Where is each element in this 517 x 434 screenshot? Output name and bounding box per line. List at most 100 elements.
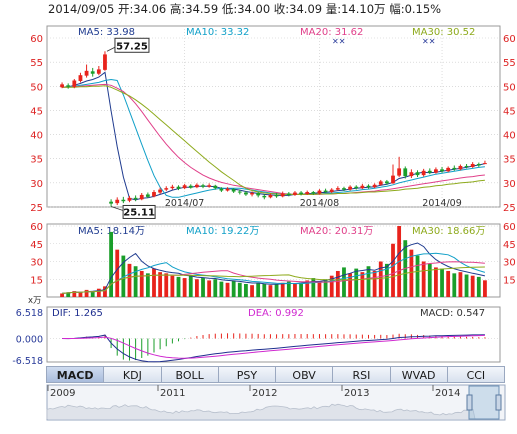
candle-body	[170, 186, 175, 189]
volume-bar	[164, 273, 169, 297]
timeline-year-label: 2011	[160, 388, 185, 399]
volume-bar	[274, 283, 279, 297]
tab-wvad[interactable]: WVAD	[389, 366, 448, 383]
volume-bar	[317, 281, 322, 297]
ma30-marker-icon: ✕✕	[422, 37, 435, 46]
timeline-selection-window[interactable]	[468, 385, 500, 420]
candle-body	[152, 192, 156, 197]
price-ma-legend-0: MA5: 33.98	[78, 27, 135, 38]
tab-macd[interactable]: MACD	[46, 366, 105, 383]
high-marker-box	[114, 37, 150, 53]
candle-body	[127, 197, 132, 201]
price-y-tick-right: 25	[503, 203, 516, 214]
tab-kdj[interactable]: KDJ	[103, 366, 162, 383]
candle-body	[201, 185, 205, 187]
volume-bar	[427, 263, 432, 297]
price-ma-legend-2: MA20: 31.62	[300, 27, 363, 38]
candle-body	[78, 75, 83, 81]
volume-bar	[225, 282, 230, 297]
price-ma-legend-3: MA30: 30.52	[412, 27, 475, 38]
candle-body	[90, 71, 95, 74]
volume-bar	[152, 268, 156, 297]
candle-body	[280, 193, 285, 197]
price-y-tick-right: 35	[503, 155, 516, 166]
candle-body	[103, 54, 107, 70]
macd-dif-label: DIF: 1.265	[52, 308, 103, 319]
candle-body	[176, 186, 181, 189]
high-marker-pointer	[106, 46, 116, 52]
volume-bar	[109, 231, 113, 297]
volume-bar	[470, 275, 475, 297]
volume-bar	[391, 243, 395, 297]
tab-boll[interactable]: BOLL	[160, 366, 219, 383]
volume-bar	[96, 288, 101, 297]
price-panel-frame	[46, 25, 501, 208]
candle-body	[237, 191, 242, 193]
candle-body	[458, 165, 463, 170]
price-x-tick: 2014/08	[300, 198, 339, 209]
macd-dea-label: DEA: 0.992	[248, 308, 304, 319]
volume-ma-legend-3: MA30: 18.66万	[412, 226, 485, 237]
price-x-tick: 2014/09	[422, 198, 461, 209]
tab-obv[interactable]: OBV	[275, 366, 334, 383]
candle-body	[311, 192, 316, 194]
price-y-tick-right: 50	[503, 82, 516, 93]
candle-body	[299, 192, 303, 194]
candle-body	[145, 194, 150, 197]
indicator-tabs: MACD KDJ BOLL PSY OBV RSI WVAD CCI	[46, 366, 505, 383]
volume-bar	[244, 283, 248, 297]
timeline-handle-right[interactable]	[495, 394, 502, 411]
volume-bar	[176, 276, 181, 297]
price-ma30-line	[62, 85, 485, 195]
volume-bar	[293, 283, 297, 297]
candle-body	[409, 172, 414, 177]
volume-y-tick-left: 60	[30, 222, 43, 233]
volume-bar	[182, 278, 187, 297]
volume-bar	[311, 278, 316, 297]
volume-bar	[133, 266, 138, 297]
candle-body	[158, 189, 163, 193]
candle-body	[470, 164, 475, 167]
tab-cci[interactable]: CCI	[446, 366, 505, 383]
volume-bar	[384, 263, 389, 297]
candle-body	[262, 195, 267, 198]
volume-bar	[378, 261, 383, 297]
volume-ma-legend-0: MA5: 18.14万	[78, 226, 145, 237]
macd-dif-line	[62, 334, 485, 363]
timeline-silhouette	[46, 403, 476, 420]
volume-ma-legend-1: MA10: 19.22万	[186, 226, 259, 237]
volume-bar	[452, 273, 457, 297]
high-marker-label: 57.25	[116, 41, 148, 52]
macd-y-tick: -6.518	[12, 356, 43, 367]
candle-body	[66, 85, 71, 87]
volume-bar	[415, 255, 420, 297]
volume-bar	[213, 279, 218, 297]
tab-psy[interactable]: PSY	[217, 366, 276, 383]
volume-bar	[348, 273, 353, 297]
volume-bar	[121, 255, 126, 297]
candle-body	[476, 164, 481, 166]
tab-rsi[interactable]: RSI	[332, 366, 391, 383]
volume-bar	[231, 280, 236, 297]
macd-value-label: MACD: 0.547	[420, 308, 485, 319]
timeline-year-label: 2012	[252, 388, 277, 399]
volume-y-tick-right: 60	[503, 222, 516, 233]
volume-bar	[262, 283, 267, 297]
volume-bar	[409, 249, 414, 297]
volume-bar	[280, 282, 285, 297]
candle-body	[446, 167, 451, 172]
candle-body	[121, 199, 126, 202]
macd-dea-line	[62, 334, 485, 359]
candle-body	[342, 188, 346, 190]
candle-body	[391, 175, 395, 184]
candle-body	[207, 185, 212, 187]
candle-body	[60, 84, 64, 88]
volume-bar	[464, 274, 469, 297]
candle-body	[421, 170, 426, 176]
candle-body	[384, 181, 389, 184]
timeline-handle-left[interactable]	[466, 394, 473, 411]
candle-body	[164, 188, 169, 190]
volume-bar	[458, 272, 463, 297]
candle-body	[360, 185, 365, 189]
